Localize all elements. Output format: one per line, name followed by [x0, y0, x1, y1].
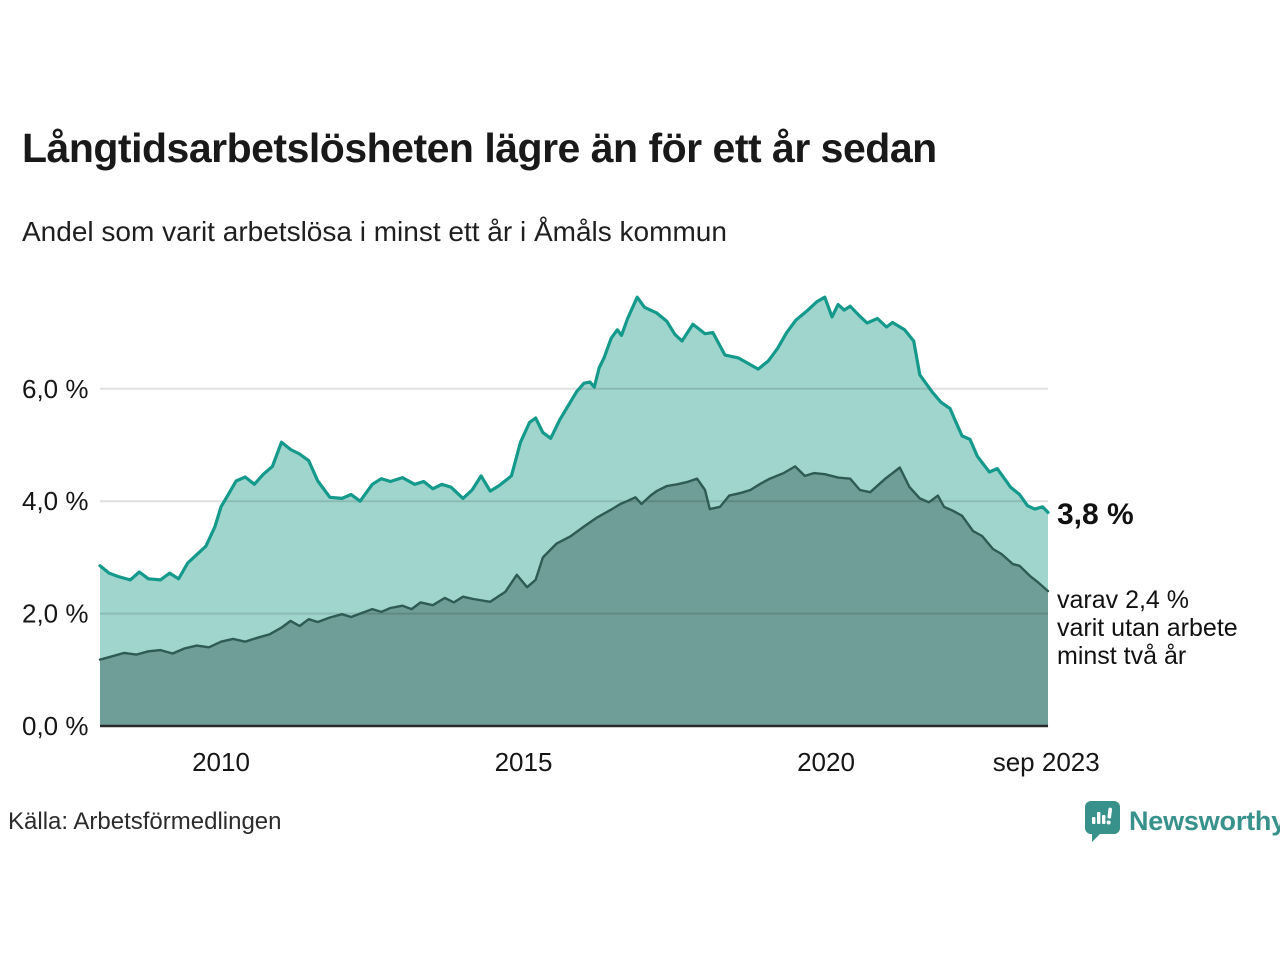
- x-tick-label: 2020: [797, 747, 855, 777]
- y-tick-label: 0,0 %: [22, 711, 89, 741]
- series-line-minst-tva-ar: [98, 465, 1050, 661]
- y-tick-label: 6,0 %: [22, 374, 89, 404]
- end-value-label: 3,8 %: [1057, 498, 1134, 531]
- newsworthy-wordmark: Newsworthy: [1129, 805, 1280, 836]
- series-fill-minst-tva-ar: [100, 466, 1048, 726]
- y-tick-label: 2,0 %: [22, 599, 89, 629]
- unemployment-area-chart: 6,0 % 4,0 % 2,0 % 0,0 % 2010 2015 2020 sep 2023: [22, 295, 1100, 777]
- end-value-sublabel: varav 2,4 % varit utan arbete minst två …: [1057, 586, 1238, 670]
- page-title: Långtidsarbetslösheten lägre än för ett …: [22, 125, 937, 171]
- chart-area: 6,0 % 4,0 % 2,0 % 0,0 % 2010 2015 2020 sep 2023: [0, 260, 1280, 790]
- x-tick-label: 2015: [495, 747, 553, 777]
- newsworthy-logo: Newsworthy: [1084, 800, 1280, 842]
- x-tick-label: sep 2023: [993, 747, 1100, 777]
- x-tick-label: 2010: [192, 747, 250, 777]
- newsworthy-bubble-chart-icon: [1085, 801, 1120, 842]
- page-subtitle: Andel som varit arbetslösa i minst ett å…: [22, 216, 727, 247]
- series-line-minst-ett-ar: [98, 295, 1050, 582]
- source-caption: Källa: Arbetsförmedlingen: [8, 808, 282, 835]
- y-tick-label: 4,0 %: [22, 486, 89, 516]
